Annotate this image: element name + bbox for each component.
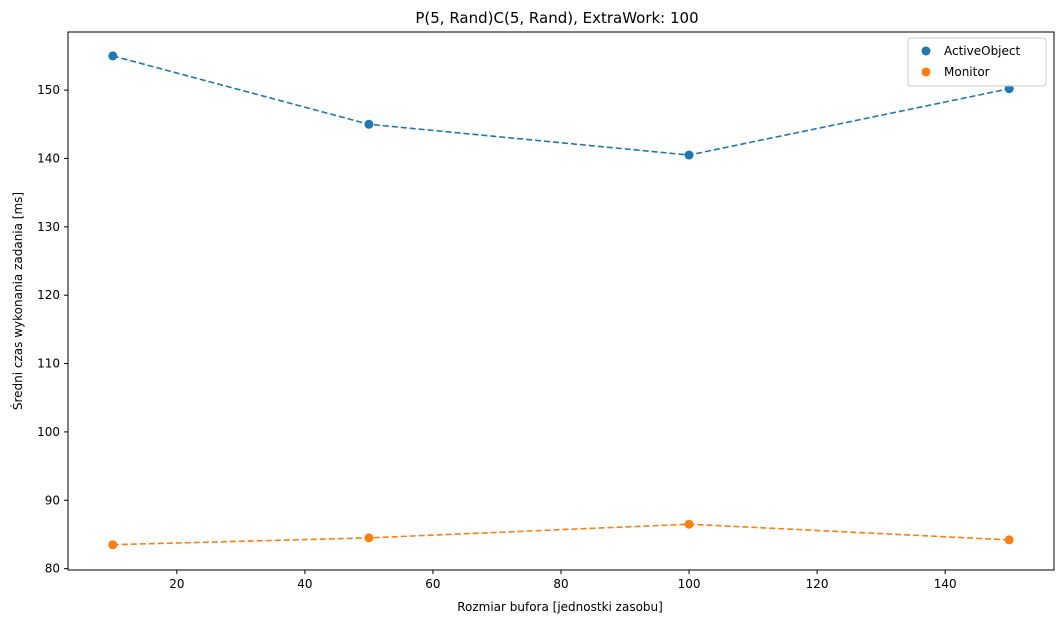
- x-axis-label: Rozmiar bufora [jednostki zasobu]: [457, 600, 663, 614]
- y-tick-label: 140: [37, 151, 60, 165]
- x-tick-label: 20: [169, 577, 184, 591]
- data-point: [1004, 535, 1014, 545]
- plot-area: [67, 31, 1055, 571]
- data-point: [364, 119, 374, 129]
- series-activeobject: [108, 51, 1014, 160]
- legend-entry: Monitor: [944, 65, 990, 79]
- x-tick-label: 100: [678, 577, 701, 591]
- plot-frame: [67, 31, 1055, 571]
- series-monitor: [108, 519, 1014, 550]
- x-tick-label: 40: [297, 577, 312, 591]
- legend: ActiveObject Monitor: [907, 37, 1047, 87]
- y-tick-label: 90: [45, 493, 60, 507]
- data-point: [108, 540, 118, 550]
- x-tick-label: 80: [553, 577, 568, 591]
- y-tick-label: 80: [45, 562, 60, 576]
- data-point: [684, 150, 694, 160]
- y-tick-label: 100: [37, 425, 60, 439]
- x-tick-label: 60: [425, 577, 440, 591]
- y-axis-label: Średni czas wykonania zadania [ms]: [10, 192, 25, 410]
- series-line: [112, 55, 1010, 156]
- x-tick-label: 120: [806, 577, 829, 591]
- legend-marker: [921, 46, 931, 56]
- x-axis-ticks: 20 40 60 80 100 120 140: [169, 570, 957, 591]
- legend-box: [907, 37, 1047, 87]
- legend-marker: [921, 67, 931, 77]
- y-tick-label: 150: [37, 83, 60, 97]
- y-tick-label: 110: [37, 357, 60, 371]
- data-point: [108, 51, 118, 61]
- series-line: [112, 523, 1010, 546]
- legend-entry: ActiveObject: [944, 44, 1020, 58]
- y-tick-label: 120: [37, 288, 60, 302]
- x-tick-label: 140: [934, 577, 957, 591]
- y-axis-ticks: 80 90 100 110 120 130 140 150: [37, 83, 68, 576]
- data-point: [684, 519, 694, 529]
- data-point: [364, 533, 374, 543]
- chart-title: P(5, Rand)C(5, Rand), ExtraWork: 100: [415, 9, 698, 27]
- series-layer: [108, 51, 1014, 550]
- y-tick-label: 130: [37, 220, 60, 234]
